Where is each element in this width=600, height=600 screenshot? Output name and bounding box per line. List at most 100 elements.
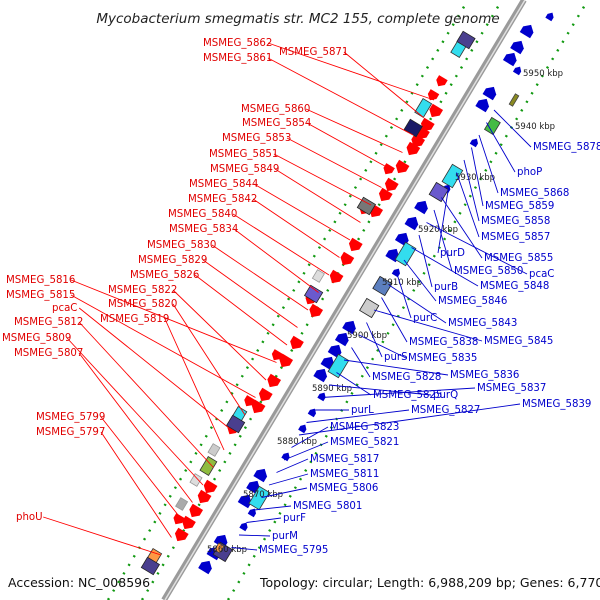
gene-label-right: purQ: [433, 390, 458, 401]
leader-line-right: [268, 473, 309, 486]
gene-label-right: MSMEG_5838: [409, 337, 478, 348]
kbp-tick-label: 5900 kbp: [347, 331, 387, 341]
gene-label-right: MSMEG_5825: [373, 390, 442, 401]
leader-line-right: [388, 284, 447, 324]
gene-label-left: MSMEG_5819: [100, 314, 169, 325]
cds-block: [359, 297, 380, 319]
rna-block: [414, 98, 433, 118]
gene-label-right: MSMEG_5806: [309, 483, 378, 494]
forward-gene-arrow: [404, 216, 419, 231]
gene-label-left: MSMEG_5840: [168, 209, 237, 220]
leader-line-left: [306, 122, 393, 171]
gene-label-right: MSMEG_5821: [330, 437, 399, 448]
cds-block: [428, 181, 449, 203]
cds-block: [303, 284, 324, 304]
leader-line-right: [238, 534, 271, 537]
cds-block: [140, 556, 161, 576]
leader-line-left: [343, 51, 424, 118]
cds-block: [372, 275, 393, 297]
rna-block: [199, 456, 218, 476]
reverse-gene-arrow: [406, 141, 421, 156]
gene-label-left: MSMEG_5822: [108, 285, 177, 296]
reverse-gene-arrow: [309, 303, 324, 318]
kbp-tick-label: 5940 kbp: [515, 122, 555, 132]
gene-label-right: MSMEG_5848: [480, 281, 549, 292]
leader-line-right: [437, 184, 450, 254]
kbp-tick-label: 5870 kbp: [243, 490, 283, 500]
leader-line-right: [373, 309, 483, 342]
leader-line-right: [276, 458, 309, 473]
gene-label-left: MSMEG_5844: [189, 179, 258, 190]
forward-gene-arrow: [342, 320, 356, 335]
leader-line-left: [172, 289, 267, 381]
leader-line-left: [252, 198, 340, 258]
gene-label-right: MSMEG_5795: [259, 545, 328, 556]
rna-block: [441, 163, 464, 189]
reverse-gene-arrow: [427, 89, 440, 101]
gene-label-left: MSMEG_5807: [14, 348, 83, 359]
gene-label-right: purC: [413, 313, 437, 324]
gene-label-left: MSMEG_5853: [222, 133, 291, 144]
forward-gene-arrow: [394, 232, 409, 247]
leader-line-left: [253, 183, 351, 241]
gene-label-left: MSMEG_5842: [188, 194, 257, 205]
leader-line-right: [298, 403, 521, 436]
reverse-gene-arrow: [174, 527, 189, 542]
leader-line-left: [100, 416, 183, 521]
leader-line-left: [273, 153, 372, 206]
reverse-gene-arrow: [395, 159, 410, 174]
leader-line-right: [478, 134, 499, 194]
leader-line-right: [411, 247, 479, 287]
leader-line-right: [426, 222, 528, 275]
leader-line-left: [232, 213, 330, 276]
leader-line-left: [267, 42, 435, 101]
gene-label-right: MSMEG_5817: [310, 454, 379, 465]
leader-line-left: [100, 431, 172, 538]
gene-label-left: MSMEG_5812: [14, 317, 83, 328]
gene-label-left: MSMEG_5861: [203, 53, 272, 64]
gene-label-right: MSMEG_5855: [484, 253, 553, 264]
gene-label-right: MSMEG_5835: [408, 353, 477, 364]
reverse-gene-arrow: [420, 117, 435, 132]
reverse-gene-arrow: [348, 237, 363, 252]
gene-label-right: MSMEG_5878: [533, 142, 600, 153]
gene-label-right: MSMEG_5846: [438, 296, 507, 307]
leader-line-right: [283, 441, 329, 461]
kbp-tick-label: 5910 kbp: [382, 278, 422, 288]
leader-line-right: [358, 334, 407, 359]
forward-gene-arrow: [482, 86, 497, 101]
forward-gene-arrow: [298, 424, 307, 434]
leader-line-left: [286, 137, 382, 188]
leader-line-right: [486, 122, 516, 173]
reverse-gene-arrow: [258, 387, 273, 402]
forward-gene-arrow: [239, 522, 248, 532]
gene-label-right: purS: [384, 352, 408, 363]
reverse-gene-arrow: [267, 373, 282, 388]
gene-label-left: MSMEG_5860: [241, 104, 310, 115]
leader-line-right: [403, 259, 437, 302]
forward-gene-arrow: [519, 24, 534, 39]
leader-line-left: [164, 318, 225, 451]
gene-label-left: MSMEG_5871: [279, 47, 348, 58]
gc-track-right: [226, 0, 590, 600]
rna-block: [327, 353, 350, 379]
gene-label-left: phoU: [16, 512, 43, 523]
gene-label-right: MSMEG_5859: [485, 201, 554, 212]
gene-label-right: purF: [283, 513, 306, 524]
forward-gene-arrow: [475, 98, 490, 113]
gene-label-left: pcaC: [52, 303, 77, 314]
gene-label-right: MSMEG_5857: [481, 232, 550, 243]
label-leaders: [43, 42, 532, 556]
gene-label-right: pcaC: [529, 269, 554, 280]
map-title: Mycobacterium smegmatis str. MC2 155, co…: [96, 11, 499, 27]
gene-features: [140, 12, 554, 576]
rna-block: [248, 485, 271, 511]
gene-label-right: purD: [440, 248, 465, 259]
reverse-gene-arrow: [251, 399, 266, 414]
kbp-ticks: 5950 kbp 5940 kbp 5930 kbp 5920 kbp 5910 kbp…: [207, 69, 563, 555]
reverse-gene-arrow: [378, 187, 393, 202]
reverse-gene-arrow: [244, 395, 256, 407]
genome-backbone-highlight: [164, 0, 526, 600]
reverse-gene-arrow: [279, 353, 294, 368]
